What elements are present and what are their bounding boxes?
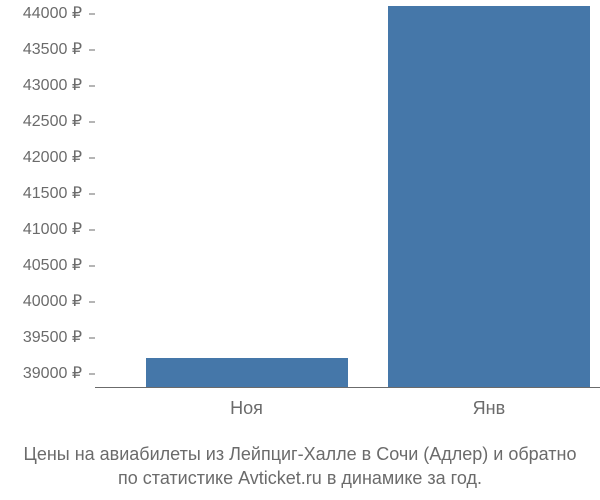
y-tick-label: 39500 ₽ [0, 330, 82, 346]
y-tick-label: 40000 ₽ [0, 294, 82, 310]
x-tick-label: Ноя [230, 398, 263, 419]
chart-caption-line1: Цены на авиабилеты из Лейпциг-Халле в Со… [0, 442, 600, 466]
y-tick-label: 43500 ₽ [0, 42, 82, 58]
y-tick-label: 43000 ₽ [0, 78, 82, 94]
y-tick-label: 44000 ₽ [0, 6, 82, 22]
price-chart: 44000 ₽ 43500 ₽ 43000 ₽ 42500 ₽ 42000 ₽ 41500… [0, 0, 600, 440]
bar [388, 6, 590, 387]
x-tick-label: Янв [473, 398, 506, 419]
y-tick-label: 42500 ₽ [0, 114, 82, 130]
y-tick-label: 40500 ₽ [0, 258, 82, 274]
bar [146, 358, 348, 387]
chart-caption-line2: по статистике Avticket.ru в динамике за … [0, 466, 600, 490]
y-tick-label: 42000 ₽ [0, 150, 82, 166]
y-tick-label: 41000 ₽ [0, 222, 82, 238]
plot-area [95, 0, 600, 388]
y-tick-label: 39000 ₽ [0, 366, 82, 382]
y-tick-label: 41500 ₽ [0, 186, 82, 202]
